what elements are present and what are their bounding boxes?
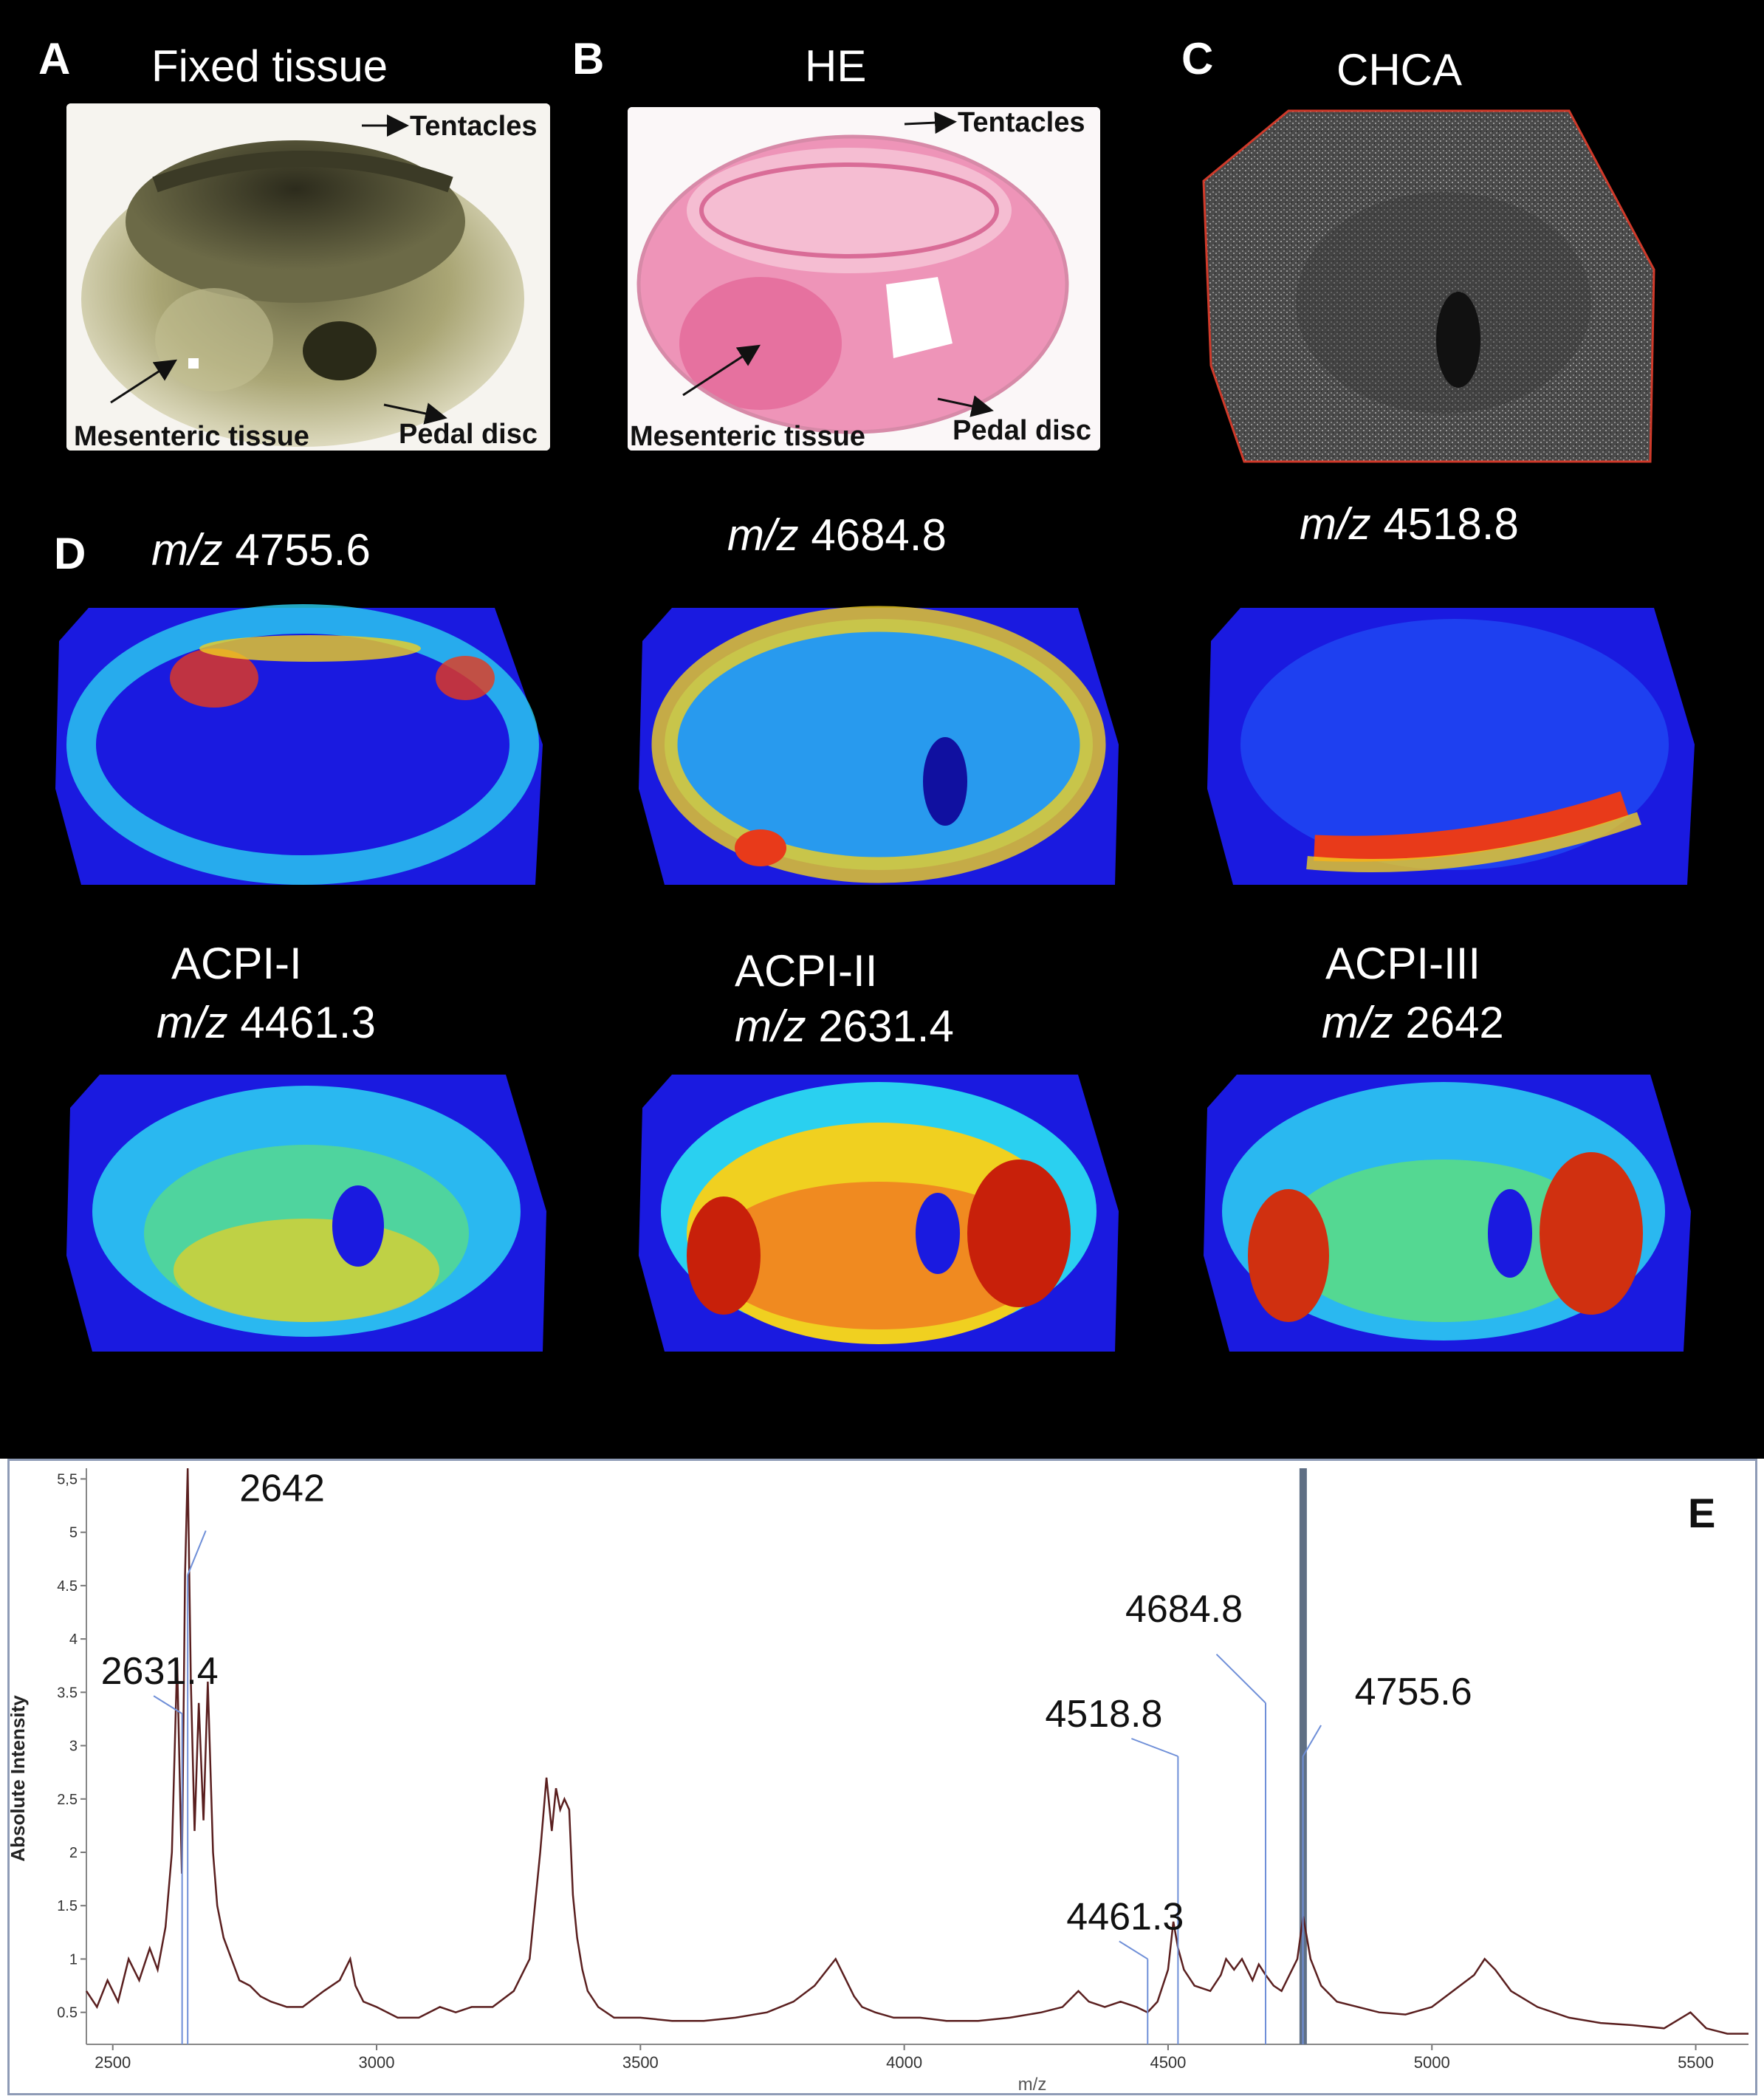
label-pedal-a: Pedal disc [399, 419, 538, 450]
annotation-label: 4684.8 [1125, 1588, 1243, 1631]
x-tick-label: 3000 [359, 2053, 395, 2072]
ion-image-4755 [55, 604, 543, 885]
annotation-label: 4755.6 [1355, 1671, 1472, 1713]
mz-label-5: m/z 2631.4 [735, 1001, 954, 1051]
x-tick-label: 5000 [1414, 2053, 1450, 2072]
label-tentacles-b: Tentacles [958, 107, 1085, 138]
mz-label-2: m/z 4684.8 [727, 510, 947, 560]
annotation-connector [1302, 1725, 1322, 1757]
annotation-connector [187, 1530, 207, 1575]
y-tick-label: 4 [69, 1631, 78, 1648]
annotation-connector [1131, 1738, 1178, 1757]
x-axis-label: m/z [1018, 2075, 1047, 2093]
annotation-arrows [110, 112, 994, 425]
y-tick-label: 5 [69, 1525, 78, 1541]
y-axis-label: Absolute Intensity [10, 1695, 29, 1862]
label-mesenteric-b: Mesenteric tissue [630, 421, 865, 452]
y-tick-label: 5,5 [57, 1471, 78, 1487]
fixed-tissue-image [66, 103, 550, 451]
panel-c-title: CHCA [1336, 45, 1463, 95]
fixed-tissue-photo [66, 103, 550, 451]
ion-image-2642 [1204, 1075, 1691, 1352]
x-tick-label: 5500 [1678, 2053, 1714, 2072]
name-label-6: ACPI-III [1325, 939, 1481, 988]
figure-upper-panels: A Fixed tissue Tentacles [0, 0, 1764, 1459]
mass-spectrum-chart: 0.5 1 1.5 2 2.5 3 3.5 4 4.5 5 5,5 2500 3000 3500 4000… [7, 1467, 1748, 2095]
y-tick-label: 4.5 [57, 1578, 78, 1595]
name-label-5: ACPI-II [735, 946, 878, 996]
ion-image-4518 [1207, 608, 1695, 885]
he-stain-photo [628, 107, 1100, 451]
panel-b-title: HE [805, 41, 867, 91]
y-tick-label: 0.5 [57, 2005, 78, 2021]
ion-image-4461 [66, 1075, 546, 1352]
x-tick-label: 4000 [886, 2053, 922, 2072]
y-tick-label: 3 [69, 1739, 78, 1755]
spectrum-series-line [85, 1468, 1748, 2035]
name-label-4: ACPI-I [171, 939, 302, 988]
annotation-label: 2642 [239, 1467, 325, 1510]
label-tentacles-a: Tentacles [410, 111, 538, 142]
mass-spectrum-panel: 0.5 1 1.5 2 2.5 3 3.5 4 4.5 5 5,5 2500 3000 3500 4000… [7, 1459, 1757, 2095]
annotation-label: 4461.3 [1066, 1895, 1184, 1938]
x-tick-label: 4500 [1150, 2053, 1186, 2072]
y-tick-label: 3.5 [57, 1685, 78, 1701]
y-tick-label: 1 [69, 1951, 78, 1968]
annotation-connector [1119, 1940, 1148, 1960]
annotation-label: 2631.4 [101, 1650, 219, 1693]
x-tick-label: 2500 [95, 2053, 131, 2072]
label-pedal-b: Pedal disc [953, 415, 1091, 446]
panel-letter-b: B [572, 34, 605, 83]
y-tick-label: 2.5 [57, 1792, 78, 1808]
mz-label-3: m/z 4518.8 [1300, 499, 1519, 549]
mz-label-4: m/z 4461.3 [157, 998, 376, 1047]
panel-letter-c: C [1181, 34, 1214, 83]
ion-image-2631 [639, 1075, 1119, 1352]
x-tick-label: 3500 [622, 2053, 659, 2072]
panel-letter-d: D [54, 529, 86, 578]
panel-a-title: Fixed tissue [151, 41, 388, 91]
panel-letter-e: E [1688, 1490, 1715, 1536]
mz-label-6: m/z 2642 [1322, 998, 1504, 1047]
chca-matrix-image [1202, 109, 1655, 463]
panel-letter-a: A [38, 34, 71, 83]
mz-label-1: m/z 4755.6 [151, 525, 371, 575]
y-tick-label: 2 [69, 1845, 78, 1861]
annotation-connector [1215, 1654, 1266, 1704]
y-tick-label: 1.5 [57, 1898, 78, 1914]
ion-image-4684 [639, 606, 1119, 885]
annotation-label: 4518.8 [1045, 1693, 1162, 1736]
label-mesenteric-a: Mesenteric tissue [74, 421, 309, 452]
annotation-connector [153, 1695, 183, 1715]
